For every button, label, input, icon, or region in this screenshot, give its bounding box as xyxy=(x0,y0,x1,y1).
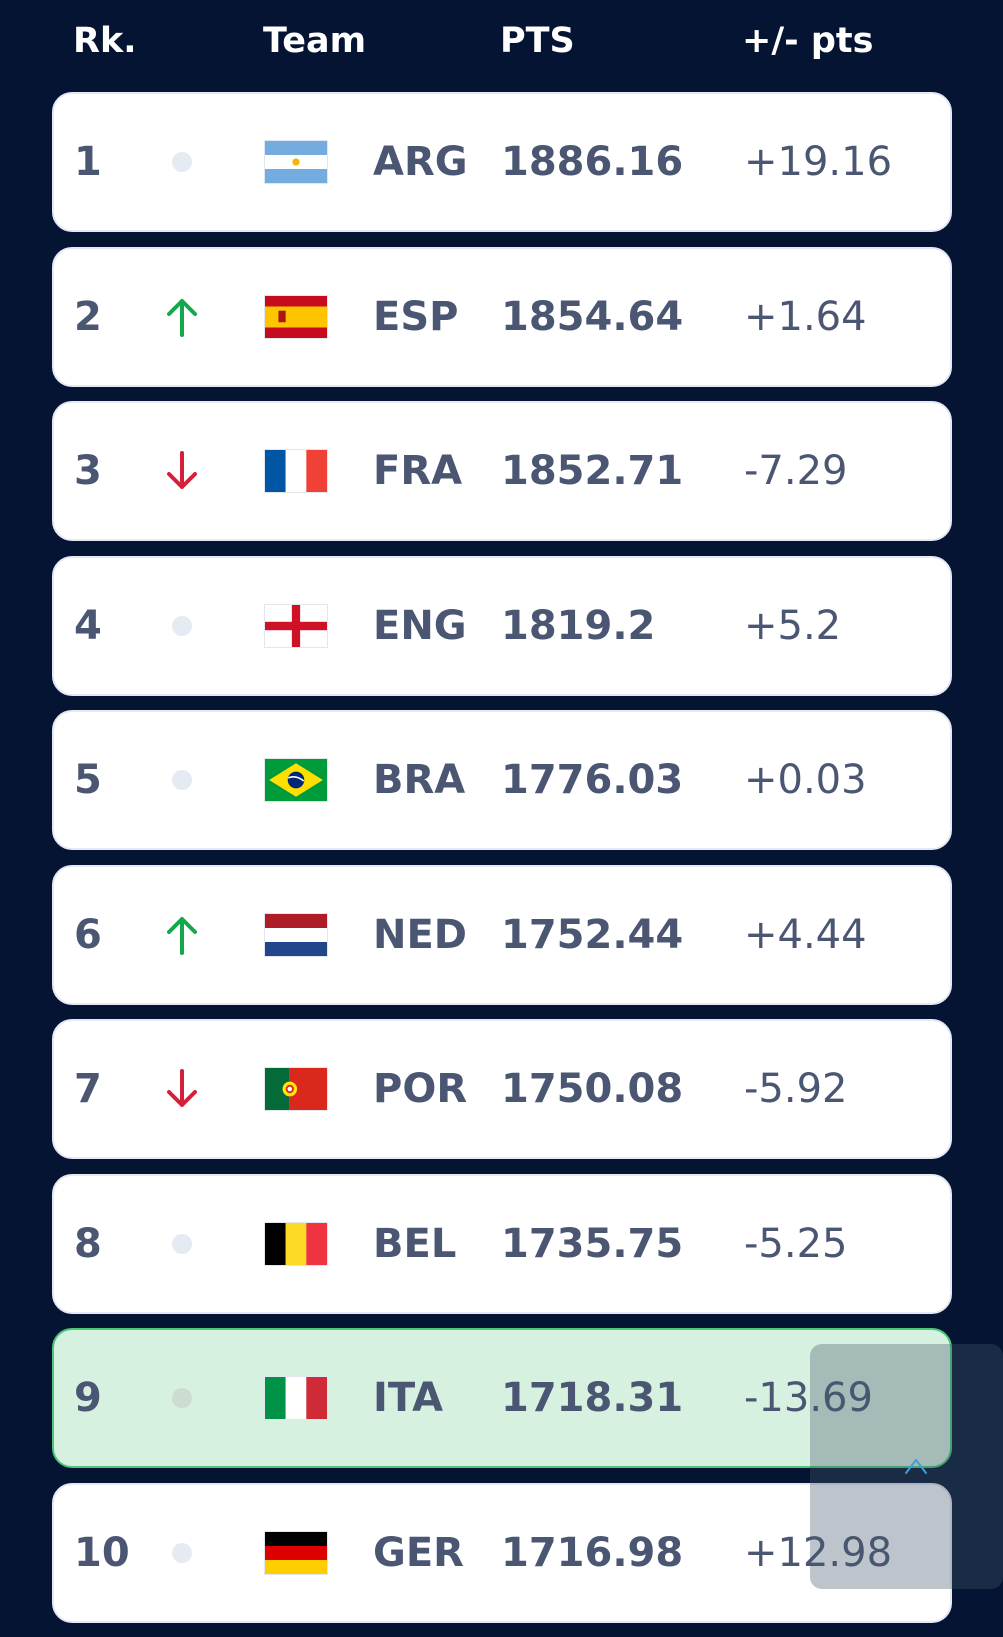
spain-flag-icon xyxy=(264,294,328,339)
points-change: -7.29 xyxy=(744,448,848,494)
brazil-flag-icon xyxy=(264,758,328,802)
team-points: 1735.75 xyxy=(501,1220,684,1267)
ranking-row[interactable]: 4 ENG 1819.2 +5.2 xyxy=(52,555,952,696)
france-flag-icon xyxy=(264,449,328,493)
table-header: Rk. Team PTS +/- pts xyxy=(0,0,1003,88)
ranking-list: 1 ARG 1886.16 +19.16 2 ESP xyxy=(52,92,952,1637)
ranking-row[interactable]: 7 POR 1750.08 -5.92 xyxy=(52,1019,952,1159)
trend-neutral-icon xyxy=(162,1378,202,1418)
points-change: +0.03 xyxy=(744,757,867,803)
rank-number: 7 xyxy=(74,1066,102,1112)
rank-number: 2 xyxy=(74,293,102,340)
team-points: 1886.16 xyxy=(501,139,684,185)
team-code: ENG xyxy=(373,602,467,649)
rank-number: 9 xyxy=(74,1375,102,1421)
rank-number: 4 xyxy=(74,602,102,649)
points-change: +5.2 xyxy=(744,602,842,649)
ranking-row[interactable]: 2 ESP 1854.64 +1.64 xyxy=(52,246,952,387)
argentina-flag-icon xyxy=(264,140,328,184)
arrow-down-icon xyxy=(162,451,202,491)
england-flag-icon xyxy=(264,603,328,648)
germany-flag-icon xyxy=(264,1530,328,1575)
scroll-to-top-button[interactable] xyxy=(810,1344,1003,1589)
ranking-row[interactable]: 8 BEL 1735.75 -5.25 xyxy=(52,1173,952,1314)
points-change: +12.98 xyxy=(744,1529,893,1576)
trend-neutral-icon xyxy=(162,1224,202,1264)
team-points: 1752.44 xyxy=(501,911,684,958)
team-points: 1854.64 xyxy=(501,293,684,340)
arrow-up-icon xyxy=(162,297,202,337)
trend-neutral-icon xyxy=(162,760,202,800)
team-points: 1718.31 xyxy=(501,1375,684,1421)
header-points-change: +/- pts xyxy=(742,21,874,61)
trend-neutral-icon xyxy=(162,1533,202,1573)
team-points: 1776.03 xyxy=(501,757,684,803)
header-points: PTS xyxy=(500,21,575,61)
ranking-row[interactable]: 6 NED 1752.44 +4.44 xyxy=(52,864,952,1005)
team-code: POR xyxy=(373,1066,468,1112)
rank-number: 6 xyxy=(74,911,102,958)
team-code: ARG xyxy=(373,139,468,185)
netherlands-flag-icon xyxy=(264,912,328,957)
rank-number: 8 xyxy=(74,1220,102,1267)
rank-number: 5 xyxy=(74,757,102,803)
ranking-row[interactable]: 1 ARG 1886.16 +19.16 xyxy=(52,92,952,232)
belgium-flag-icon xyxy=(264,1221,328,1266)
points-change: -13.69 xyxy=(744,1375,873,1421)
rank-number: 3 xyxy=(74,448,102,494)
points-change: +19.16 xyxy=(744,139,893,185)
points-change: -5.25 xyxy=(744,1220,848,1267)
team-code: NED xyxy=(373,911,468,958)
team-code: BEL xyxy=(373,1220,457,1267)
team-code: BRA xyxy=(373,757,466,803)
team-points: 1819.2 xyxy=(501,602,656,649)
header-rank: Rk. xyxy=(73,21,137,61)
ranking-row[interactable]: 5 BRA 1776.03 +0.03 xyxy=(52,710,952,850)
ranking-row-highlighted[interactable]: 9 ITA 1718.31 -13.69 xyxy=(52,1328,952,1468)
team-code: ESP xyxy=(373,293,459,340)
ranking-row[interactable]: 10 GER 1716.98 +12.98 xyxy=(52,1482,952,1623)
arrow-up-icon xyxy=(162,915,202,955)
arrow-down-icon xyxy=(162,1069,202,1109)
portugal-flag-icon xyxy=(264,1067,328,1111)
italy-flag-icon xyxy=(264,1376,328,1420)
rank-number: 1 xyxy=(74,139,102,185)
team-code: ITA xyxy=(373,1375,444,1421)
trend-neutral-icon xyxy=(162,606,202,646)
team-points: 1852.71 xyxy=(501,448,684,494)
points-change: +4.44 xyxy=(744,911,867,958)
trend-neutral-icon xyxy=(162,142,202,182)
points-change: +1.64 xyxy=(744,293,867,340)
team-points: 1750.08 xyxy=(501,1066,684,1112)
header-team: Team xyxy=(263,21,367,61)
chevron-up-icon xyxy=(905,1459,927,1474)
team-points: 1716.98 xyxy=(501,1529,684,1576)
points-change: -5.92 xyxy=(744,1066,848,1112)
team-code: FRA xyxy=(373,448,463,494)
rank-number: 10 xyxy=(74,1529,130,1576)
team-code: GER xyxy=(373,1529,464,1576)
ranking-row[interactable]: 3 FRA 1852.71 -7.29 xyxy=(52,401,952,541)
